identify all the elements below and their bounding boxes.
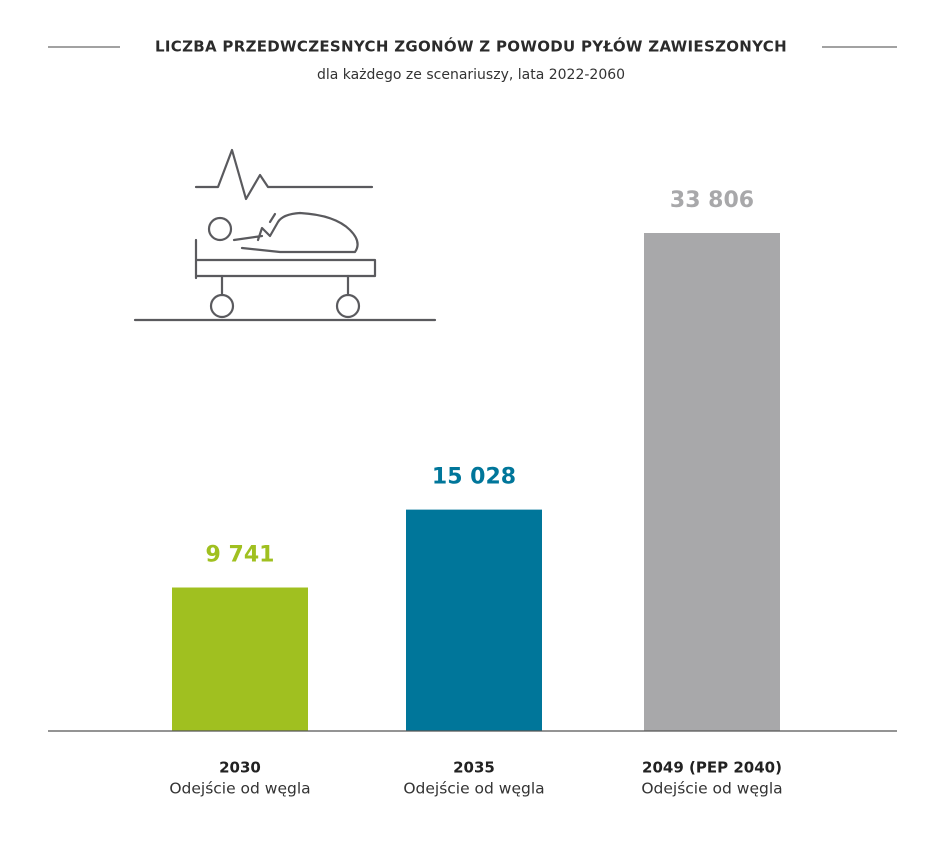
- x-tick-sublabel: Odejście od węgla: [403, 780, 544, 798]
- chart-subtitle: dla każdego ze scenariuszy, lata 2022-20…: [317, 67, 625, 83]
- x-tick-sublabel: Odejście od węgla: [641, 780, 782, 798]
- chart-title: LICZBA PRZEDWCZESNYCH ZGONÓW Z POWODU PY…: [155, 37, 787, 56]
- hospital-bed-icon: [133, 148, 437, 322]
- bar: [644, 233, 780, 731]
- value-label: 9 741: [206, 543, 275, 568]
- x-tick-sublabel: Odejście od węgla: [169, 780, 310, 798]
- value-label: 15 028: [432, 465, 516, 490]
- x-tick-label: 2030: [219, 759, 261, 777]
- bar: [172, 587, 308, 731]
- bar: [406, 509, 542, 731]
- value-label: 33 806: [670, 188, 754, 213]
- x-tick-label: 2035: [453, 759, 495, 777]
- x-tick-label: 2049 (PEP 2040): [642, 759, 782, 777]
